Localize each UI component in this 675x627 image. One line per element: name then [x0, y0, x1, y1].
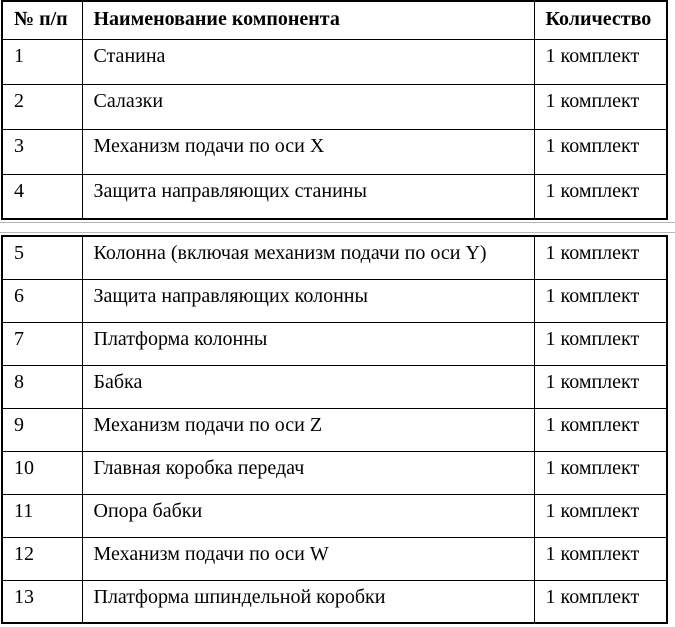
table-row: 9 Механизм подачи по оси Z 1 комплект [1, 407, 668, 452]
components-table-lower: 5 Колонна (включая механизм подачи по ос… [1, 235, 668, 624]
row-number-cell: 4 [1, 173, 83, 220]
row-number-cell: 8 [1, 364, 83, 409]
component-name-cell: Салазки [81, 83, 535, 130]
quantity-cell: 1 комплект [533, 536, 668, 581]
row-number-cell: 2 [1, 83, 83, 130]
row-number-cell: 13 [1, 579, 83, 624]
header-cell-number: № п/п [1, 0, 83, 40]
component-name-cell: Платформа колонны [81, 321, 535, 366]
table-row: 5 Колонна (включая механизм подачи по ос… [1, 235, 668, 280]
table-row: 13 Платформа шпиндельной коробки 1 компл… [1, 579, 668, 624]
quantity-cell: 1 комплект [533, 173, 668, 220]
table-row: 10 Главная коробка передач 1 комплект [1, 450, 668, 495]
header-cell-name: Наименование компонента [81, 0, 535, 40]
quantity-cell: 1 комплект [533, 278, 668, 323]
table-row: 2 Салазки 1 комплект [1, 83, 668, 130]
page-break-divider [0, 222, 675, 233]
table-row: 12 Механизм подачи по оси W 1 комплект [1, 536, 668, 581]
table-row: 1 Станина 1 комплект [1, 38, 668, 85]
component-name-cell: Механизм подачи по оси X [81, 128, 535, 175]
row-number-cell: 12 [1, 536, 83, 581]
row-number-cell: 9 [1, 407, 83, 452]
row-number-cell: 7 [1, 321, 83, 366]
quantity-cell: 1 комплект [533, 364, 668, 409]
component-name-cell: Колонна (включая механизм подачи по оси … [81, 235, 535, 280]
quantity-cell: 1 комплект [533, 450, 668, 495]
component-name-cell: Станина [81, 38, 535, 85]
quantity-cell: 1 комплект [533, 407, 668, 452]
table-row: 6 Защита направляющих колонны 1 комплект [1, 278, 668, 323]
table-header-row: № п/п Наименование компонента Количество [1, 0, 668, 40]
component-name-cell: Бабка [81, 364, 535, 409]
component-name-cell: Механизм подачи по оси Z [81, 407, 535, 452]
table-row: 8 Бабка 1 комплект [1, 364, 668, 409]
table-row: 11 Опора бабки 1 комплект [1, 493, 668, 538]
quantity-cell: 1 комплект [533, 38, 668, 85]
row-number-cell: 10 [1, 450, 83, 495]
components-table-upper: № п/п Наименование компонента Количество… [1, 0, 668, 220]
row-number-cell: 1 [1, 38, 83, 85]
component-name-cell: Защита направляющих станины [81, 173, 535, 220]
component-name-cell: Опора бабки [81, 493, 535, 538]
header-cell-quantity: Количество [533, 0, 668, 40]
quantity-cell: 1 комплект [533, 579, 668, 624]
row-number-cell: 3 [1, 128, 83, 175]
quantity-cell: 1 комплект [533, 235, 668, 280]
quantity-cell: 1 комплект [533, 128, 668, 175]
component-name-cell: Главная коробка передач [81, 450, 535, 495]
component-name-cell: Механизм подачи по оси W [81, 536, 535, 581]
row-number-cell: 11 [1, 493, 83, 538]
table-row: 7 Платформа колонны 1 комплект [1, 321, 668, 366]
quantity-cell: 1 комплект [533, 83, 668, 130]
row-number-cell: 5 [1, 235, 83, 280]
table-row: 3 Механизм подачи по оси X 1 комплект [1, 128, 668, 175]
quantity-cell: 1 комплект [533, 321, 668, 366]
component-name-cell: Платформа шпиндельной коробки [81, 579, 535, 624]
component-name-cell: Защита направляющих колонны [81, 278, 535, 323]
quantity-cell: 1 комплект [533, 493, 668, 538]
row-number-cell: 6 [1, 278, 83, 323]
table-row: 4 Защита направляющих станины 1 комплект [1, 173, 668, 220]
